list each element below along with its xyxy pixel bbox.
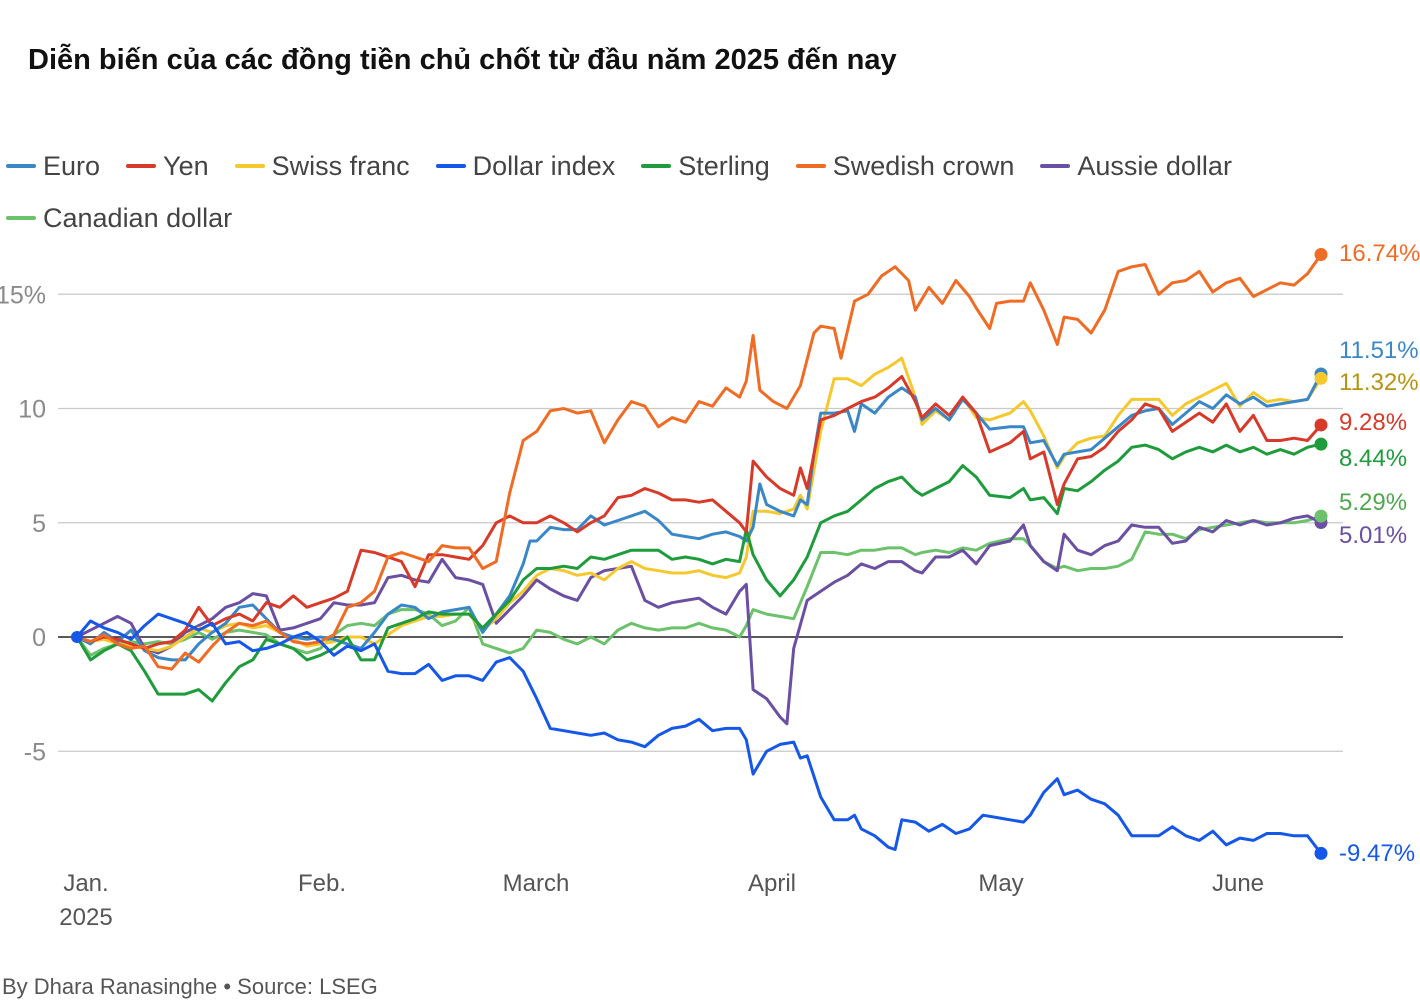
end-value-label: 11.32%: [1339, 369, 1419, 396]
end-value-label: 8.44%: [1339, 445, 1407, 472]
legend-item: Euro: [6, 151, 100, 182]
legend-label: Swiss franc: [271, 150, 410, 181]
legend-item: Swedish crown: [795, 150, 1015, 182]
series-line-aussie-dollar: [76, 514, 1322, 726]
legend-label: Yen: [163, 150, 209, 181]
x-tick-label: Feb.: [298, 870, 346, 897]
end-value-label: 16.74%: [1339, 240, 1420, 267]
x-tick-label: Jan.: [63, 870, 108, 897]
legend-swatch: [6, 216, 36, 220]
x-tick-sublabel: 2025: [59, 904, 112, 931]
end-value-label: 9.28%: [1339, 409, 1407, 436]
legend-swatch: [795, 164, 826, 168]
series-line-sterling: [75, 442, 1322, 703]
end-value-label: 5.01%: [1339, 522, 1407, 549]
x-tick-label: March: [503, 870, 570, 897]
legend-swatch: [641, 164, 672, 168]
legend-item: Yen: [126, 151, 209, 182]
end-point: [1314, 247, 1328, 261]
start-point: [71, 631, 83, 643]
legend-label: Dollar index: [472, 150, 616, 181]
series-line-swedish-crown: [76, 253, 1323, 671]
legend-item: Canadian dollar: [6, 203, 232, 234]
legend-item: Swiss franc: [234, 150, 410, 182]
legend-item: Sterling: [641, 151, 770, 182]
x-tick-label: June: [1212, 870, 1264, 897]
end-point: [1314, 846, 1328, 860]
source-footer: By Dhara Ranasinghe • Source: LSEG: [2, 974, 378, 999]
legend-label: Sterling: [678, 150, 770, 181]
end-value-label: 11.51%: [1339, 337, 1419, 364]
legend-label: Canadian dollar: [43, 202, 233, 233]
x-tick-label: May: [978, 870, 1023, 897]
y-tick-label: 0: [32, 624, 46, 652]
legend-label: Swedish crown: [832, 150, 1015, 181]
series-line-dollar-index: [75, 612, 1323, 855]
y-tick-label: 10: [18, 396, 46, 424]
legend-item: Dollar index: [435, 150, 616, 182]
series-line-yen: [76, 375, 1323, 650]
x-tick-label: April: [748, 870, 796, 897]
legend-swatch: [6, 164, 36, 168]
series-line-canadian-dollar: [75, 514, 1322, 657]
legend-row: Canadian dollar: [0, 192, 1400, 244]
y-tick-label: 5: [32, 510, 46, 538]
legend: Euro Yen Swiss franc Dollar index Sterling Sw…: [0, 140, 1400, 244]
legend-swatch: [1040, 164, 1071, 168]
legend-swatch: [435, 164, 466, 168]
legend-label: Euro: [43, 150, 101, 181]
end-point: [1314, 371, 1328, 385]
y-tick-label: -5: [24, 738, 46, 766]
series-line-euro: [76, 373, 1323, 662]
legend-swatch: [126, 164, 157, 168]
end-point: [1314, 418, 1328, 432]
legend-item: Aussie dollar: [1040, 151, 1232, 182]
legend-swatch: [234, 164, 265, 168]
end-point: [1314, 509, 1328, 523]
end-value-label: 5.29%: [1339, 489, 1407, 516]
chart-title: Diễn biến của các đồng tiền chủ chốt từ …: [28, 44, 897, 76]
y-tick-label: 15%: [0, 281, 46, 309]
legend-row: Euro Yen Swiss franc Dollar index Sterling Sw…: [0, 140, 1400, 192]
end-point: [1314, 437, 1328, 451]
end-value-label: -9.47%: [1339, 840, 1415, 867]
legend-label: Aussie dollar: [1077, 150, 1232, 181]
